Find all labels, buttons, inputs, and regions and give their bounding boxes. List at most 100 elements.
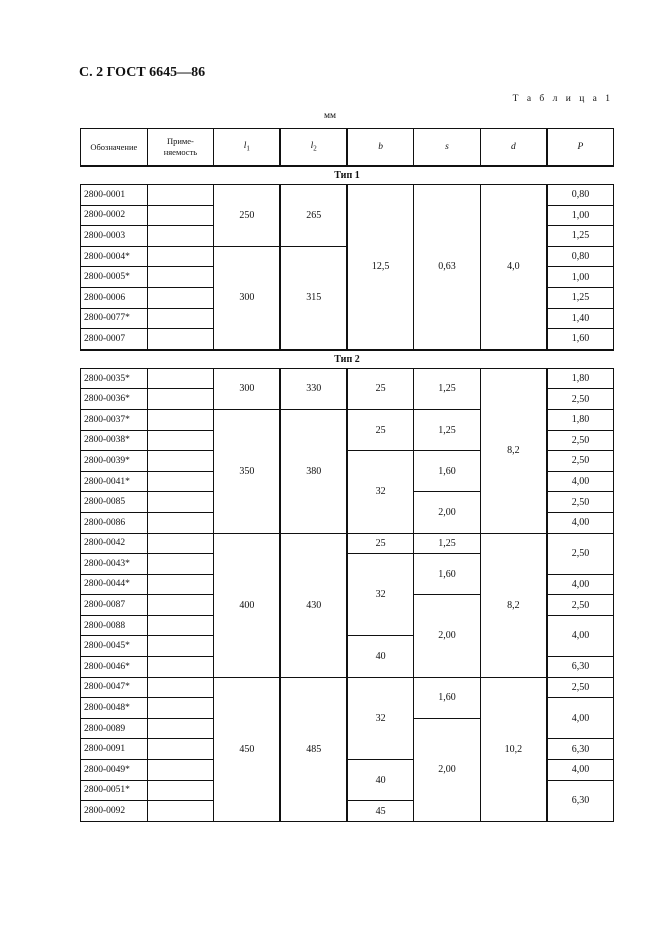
p-cell: 4,00 xyxy=(545,511,614,534)
applicability-cell xyxy=(146,367,215,390)
designation-cell: 2800-0035* xyxy=(80,367,148,390)
p-cell: 1,40 xyxy=(545,307,614,330)
applicability-cell xyxy=(146,225,215,247)
applicability-cell xyxy=(146,553,215,575)
applicability-cell xyxy=(146,429,215,452)
s-cell: 2,00 xyxy=(413,717,481,822)
designation-cell: 2800-0091 xyxy=(80,738,148,761)
table-row: 2800-0005* 1,00 xyxy=(80,266,614,288)
section-row: Тип 1 xyxy=(80,165,614,185)
applicability-cell xyxy=(146,266,215,288)
l2-cell: 265 xyxy=(279,184,348,247)
section-label: Тип 1 xyxy=(80,165,614,185)
designation-cell: 2800-0086 xyxy=(80,511,148,534)
b-cell: 32 xyxy=(346,553,415,637)
p-cell: 2,50 xyxy=(545,450,614,472)
p-cell: 2,50 xyxy=(545,676,614,699)
designation-cell: 2800-0051* xyxy=(80,779,148,802)
s-cell: 1,60 xyxy=(413,553,481,596)
p-cell: 1,00 xyxy=(545,266,614,288)
s-cell: 1,25 xyxy=(413,532,481,555)
section-row: Тип 2 xyxy=(80,348,614,369)
column-header-label: d xyxy=(510,142,516,152)
d-cell: 10,2 xyxy=(479,676,548,822)
designation-cell: 2800-0002 xyxy=(80,204,148,227)
table-row: 2800-0087 2,00 2,50 xyxy=(80,594,614,678)
column-header-label: b xyxy=(378,142,383,152)
table-row: 2800-0036* 2,50 xyxy=(80,388,614,410)
column-header-label: s xyxy=(445,142,449,152)
section-label: Тип 2 xyxy=(80,348,614,369)
designation-cell: 2800-0004* xyxy=(80,245,148,268)
table-row: 2800-0077* 1,40 xyxy=(80,307,614,330)
p-cell: 1,80 xyxy=(545,408,614,431)
p-cell: 2,50 xyxy=(545,491,614,513)
s-cell: 1,60 xyxy=(413,450,481,493)
d-cell: 8,2 xyxy=(479,367,548,534)
l1-cell: 450 xyxy=(213,676,281,822)
s-cell: 1,25 xyxy=(413,408,481,452)
l2-cell: 330 xyxy=(279,367,348,410)
table-row: 2800-0007 1,60 xyxy=(80,328,614,351)
table-row: 2800-0088 4,00 xyxy=(80,614,614,658)
p-cell: 0,80 xyxy=(545,245,614,268)
table-row: 2800-0048* 4,00 xyxy=(80,697,614,740)
b-cell: 25 xyxy=(346,532,415,555)
designation-cell: 2800-0003 xyxy=(80,225,148,247)
s-cell: 0,63 xyxy=(413,183,481,351)
applicability-cell xyxy=(146,573,215,596)
b-cell: 25 xyxy=(346,408,415,452)
l1-cell: 400 xyxy=(213,532,281,678)
p-cell: 2,50 xyxy=(545,429,614,452)
p-cell: 6,30 xyxy=(545,656,614,678)
applicability-cell xyxy=(146,307,215,330)
l1-cell: 350 xyxy=(213,408,281,534)
designation-cell: 2800-0092 xyxy=(80,800,148,822)
table-row: 2800-0045* 40 xyxy=(80,635,614,678)
b-cell: 25 xyxy=(346,367,415,410)
column-header-l2: l2 xyxy=(279,128,348,167)
column-header-l1: l1 xyxy=(213,128,281,167)
table-row: 2800-0043* 32 1,60 xyxy=(80,553,614,637)
applicability-cell xyxy=(146,470,215,493)
designation-cell: 2800-0043* xyxy=(80,553,148,575)
applicability-cell xyxy=(146,245,215,268)
b-cell: 12,5 xyxy=(346,183,415,351)
p-cell: 1,25 xyxy=(545,286,614,309)
p-cell: 4,00 xyxy=(545,697,614,740)
p-cell: 6,30 xyxy=(545,738,614,761)
d-cell: 4,0 xyxy=(479,183,548,351)
designation-cell: 2800-0039* xyxy=(80,450,148,472)
p-cell: 4,00 xyxy=(545,470,614,493)
column-header-subscript: 1 xyxy=(246,144,250,153)
column-header-d: d xyxy=(479,128,548,167)
p-cell: 6,30 xyxy=(545,779,614,822)
designation-cell: 2800-0006 xyxy=(80,286,148,309)
l2-cell: 485 xyxy=(279,676,348,822)
table-row: 2800-0039* 32 1,60 2,50 xyxy=(80,450,614,534)
designation-cell: 2800-0046* xyxy=(80,656,148,678)
designation-cell: 2800-0089 xyxy=(80,717,148,740)
table-row: 2800-0092 45 xyxy=(80,800,614,822)
column-header-label: l xyxy=(243,140,247,151)
designation-cell: 2800-0005* xyxy=(80,266,148,288)
table-caption: Т а б л и ц а 1 xyxy=(512,94,613,104)
column-header-s: s xyxy=(413,128,481,167)
table-row: 2800-0006 1,25 xyxy=(80,286,614,309)
column-header-label: Обозначение xyxy=(90,141,138,152)
applicability-cell xyxy=(146,697,215,719)
table-row: 2800-0001 250 265 12,5 0,63 4,0 0,80 xyxy=(80,183,614,351)
column-header-designation: Обозначение xyxy=(80,128,148,167)
applicability-cell xyxy=(146,408,215,431)
applicability-cell xyxy=(146,594,215,616)
designation-cell: 2800-0047* xyxy=(80,676,148,699)
p-cell: 1,00 xyxy=(545,204,614,227)
d-cell: 8,2 xyxy=(479,532,548,678)
p-cell: 1,80 xyxy=(545,367,614,390)
applicability-cell xyxy=(146,676,215,699)
l1-cell: 300 xyxy=(213,245,281,351)
designation-cell: 2800-0042 xyxy=(80,532,148,555)
p-cell: 1,60 xyxy=(545,328,614,351)
l2-cell: 430 xyxy=(279,532,348,678)
